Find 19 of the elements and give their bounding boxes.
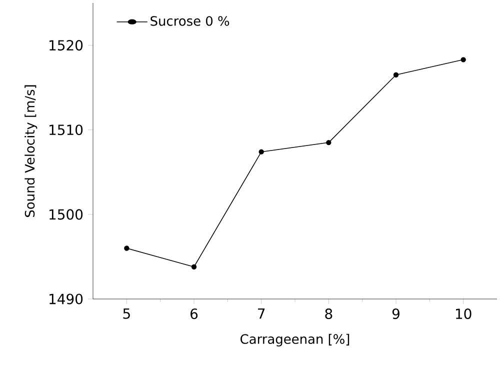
legend-label: Sucrose 0 % bbox=[150, 16, 230, 26]
y-axis-title: Sound Velocity [m/s] bbox=[24, 85, 38, 217]
point bbox=[393, 72, 399, 78]
x-tick-label: 9 bbox=[392, 308, 400, 320]
x-tick-label: 10 bbox=[456, 308, 472, 320]
y-tick-label: 1500 bbox=[50, 209, 83, 220]
x-tick-label: 8 bbox=[325, 308, 332, 320]
x-axis-title: Carrageenan [%] bbox=[240, 334, 350, 346]
point bbox=[460, 57, 466, 62]
point bbox=[191, 264, 197, 270]
point bbox=[326, 140, 332, 146]
x-tick-label: 5 bbox=[123, 308, 130, 319]
y-tick-label: 1520 bbox=[50, 40, 83, 51]
x-tick-label: 6 bbox=[190, 308, 198, 320]
y-tick-label: 1490 bbox=[50, 294, 83, 304]
point bbox=[124, 246, 130, 251]
x-tick-label: 7 bbox=[258, 308, 265, 319]
point bbox=[258, 149, 264, 154]
y-tick-label: 1510 bbox=[50, 124, 83, 136]
